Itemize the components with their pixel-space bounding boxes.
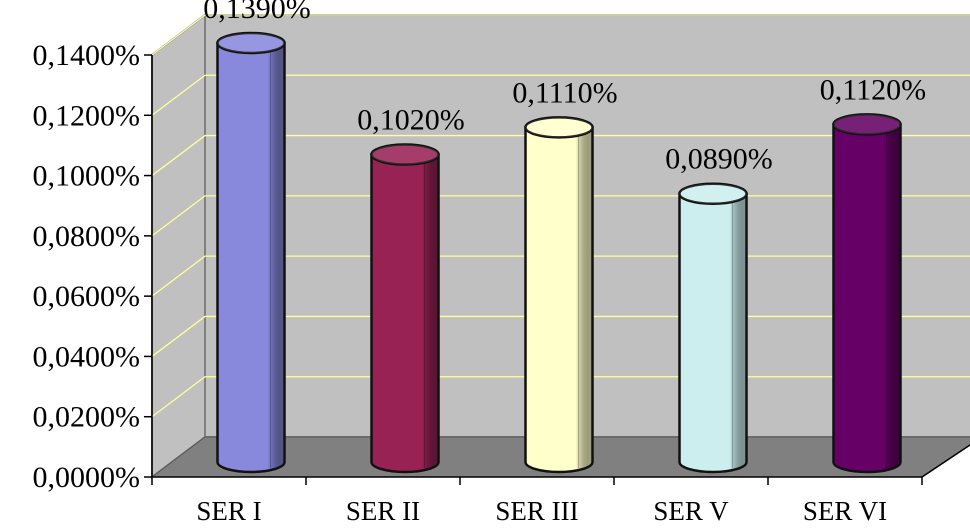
bar-body <box>832 123 902 474</box>
y-tick-label: 0,1000% <box>33 160 141 193</box>
y-tick-label: 0,1200% <box>33 99 141 132</box>
x-tick-label: SER VI <box>803 496 887 526</box>
bar-top <box>678 182 748 205</box>
y-tick-label: 0,1400% <box>33 39 141 72</box>
gridline <box>151 134 970 177</box>
bar-top <box>216 31 286 55</box>
labels: 0,0000% 0,0200% 0,0400% 0,0600% 0,0800% 0,100… <box>33 0 927 526</box>
bar <box>832 113 902 474</box>
data-label: 0,0890% <box>665 143 773 176</box>
bar-top <box>524 116 594 139</box>
bar-body <box>216 41 286 474</box>
data-label: 0,1390% <box>203 0 311 25</box>
bar-body <box>370 153 440 474</box>
bar <box>678 182 748 474</box>
y-tick-label: 0,0800% <box>33 220 141 253</box>
data-label: 0,1120% <box>820 73 926 106</box>
bar-top <box>832 113 902 136</box>
side-wall <box>151 12 206 480</box>
bar <box>216 31 286 474</box>
data-label: 0,1020% <box>357 104 465 137</box>
y-tick-label: 0,0000% <box>33 461 141 494</box>
bar-body <box>678 192 748 474</box>
bar-top <box>370 143 440 166</box>
floor-edge <box>921 444 970 478</box>
gridline <box>151 14 970 56</box>
bars <box>216 31 902 474</box>
bar <box>524 116 594 474</box>
y-tick-label: 0,0600% <box>33 280 141 313</box>
gridline <box>151 74 970 116</box>
bar <box>370 143 440 474</box>
axes <box>144 54 923 485</box>
bar-body <box>524 126 594 474</box>
x-tick-label: SER I <box>196 496 261 526</box>
y-tick-label: 0,0400% <box>33 340 141 373</box>
y-tick-label: 0,0200% <box>33 401 141 434</box>
x-tick-label: SER V <box>653 496 729 526</box>
x-tick-label: SER II <box>346 496 420 526</box>
data-label: 0,1110% <box>512 76 617 109</box>
x-tick-label: SER III <box>495 496 578 526</box>
